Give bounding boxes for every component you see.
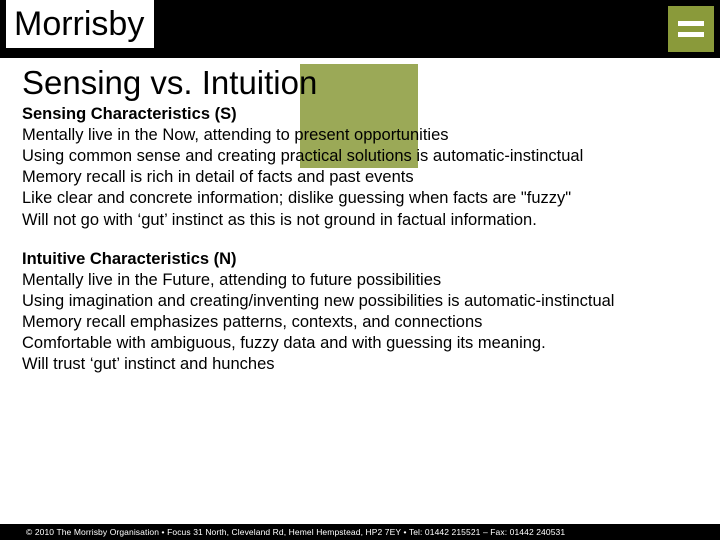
sensing-line-4: Like clear and concrete information; dis… xyxy=(22,189,571,207)
intuitive-line-4: Comfortable with ambiguous, fuzzy data a… xyxy=(22,334,546,352)
header-bar: Morrisby xyxy=(0,0,720,58)
equals-logo-icon xyxy=(668,6,714,52)
slide-body: Sensing Characteristics (S) Mentally liv… xyxy=(22,104,698,375)
sensing-line-1: Mentally live in the Now, attending to p… xyxy=(22,126,449,144)
logo-bar-top xyxy=(678,21,704,26)
sensing-heading: Sensing Characteristics (S) xyxy=(22,105,237,123)
brand-name: Morrisby xyxy=(6,0,154,48)
slide-content: Sensing vs. Intuition Sensing Characteri… xyxy=(0,58,720,375)
footer-text: © 2010 The Morrisby Organisation • Focus… xyxy=(26,527,565,537)
sensing-line-3: Memory recall is rich in detail of facts… xyxy=(22,168,414,186)
footer-bar: © 2010 The Morrisby Organisation • Focus… xyxy=(0,524,720,540)
intuitive-block: Intuitive Characteristics (N) Mentally l… xyxy=(22,249,698,376)
intuitive-line-1: Mentally live in the Future, attending t… xyxy=(22,271,441,289)
sensing-line-5: Will not go with ‘gut’ instinct as this … xyxy=(22,211,537,229)
intuitive-line-5: Will trust ‘gut’ instinct and hunches xyxy=(22,355,275,373)
intuitive-line-3: Memory recall emphasizes patterns, conte… xyxy=(22,313,482,331)
intuitive-heading: Intuitive Characteristics (N) xyxy=(22,250,237,268)
sensing-block: Sensing Characteristics (S) Mentally liv… xyxy=(22,104,698,231)
intuitive-line-2: Using imagination and creating/inventing… xyxy=(22,292,614,310)
logo-bar-bottom xyxy=(678,32,704,37)
slide-title: Sensing vs. Intuition xyxy=(22,64,698,102)
sensing-line-2: Using common sense and creating practica… xyxy=(22,147,583,165)
